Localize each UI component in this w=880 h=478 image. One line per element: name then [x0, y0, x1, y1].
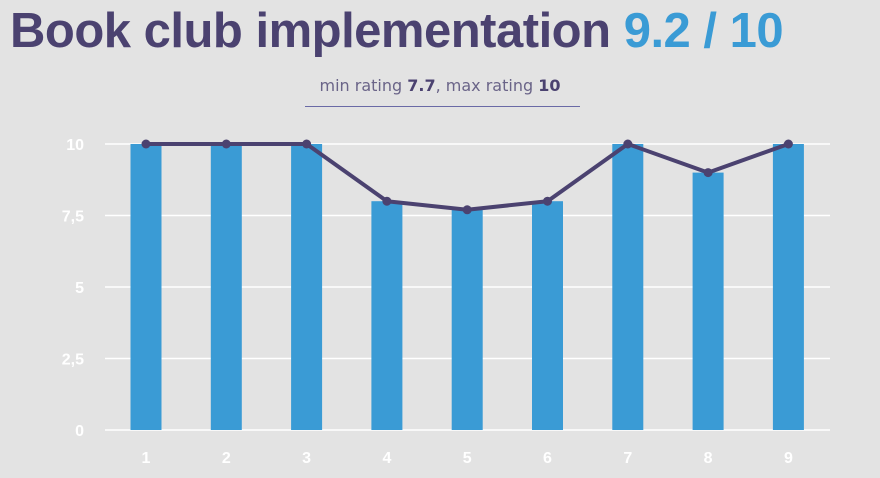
- x-tick-label: 8: [704, 450, 713, 467]
- bar: [451, 209, 483, 430]
- bar: [371, 201, 403, 430]
- overall-score: 9.2 / 10: [623, 4, 784, 58]
- y-tick-label: 10: [66, 137, 84, 154]
- bar: [210, 144, 242, 430]
- line-point: [703, 168, 713, 178]
- line-point: [783, 139, 793, 149]
- x-tick-label: 3: [302, 450, 311, 467]
- bar: [612, 144, 644, 430]
- max-rating-value: 10: [538, 76, 561, 95]
- bar: [130, 144, 162, 430]
- bar: [692, 172, 724, 430]
- rating-line: [146, 142, 790, 212]
- min-rating-label: min rating: [319, 76, 403, 95]
- rating-summary: min rating 7.7, max rating 10: [0, 76, 880, 95]
- bar: [772, 144, 804, 430]
- x-tick-label: 4: [382, 450, 391, 467]
- x-tick-label: 1: [142, 450, 151, 467]
- title-text: Book club implementation: [10, 4, 611, 58]
- summary-separator: ,: [435, 76, 441, 95]
- bar: [532, 201, 563, 430]
- line-point: [141, 139, 151, 149]
- x-tick-label: 2: [222, 450, 231, 467]
- y-tick-label: 7,5: [62, 209, 84, 226]
- line-point: [382, 196, 392, 206]
- y-tick-label: 0: [75, 423, 84, 440]
- max-rating-label: max rating: [445, 76, 534, 95]
- min-rating-value: 7.7: [407, 76, 436, 95]
- bar: [291, 144, 323, 430]
- chart-title: Book club implementation 9.2 / 10: [10, 0, 784, 62]
- line-point: [221, 139, 231, 149]
- x-tick-label: 6: [543, 450, 552, 467]
- x-tick-label: 9: [784, 450, 793, 467]
- y-tick-label: 5: [75, 280, 84, 297]
- x-tick-label: 7: [623, 450, 632, 467]
- line-point: [302, 139, 312, 149]
- y-tick-label: 2,5: [62, 352, 84, 369]
- line-point: [543, 196, 552, 206]
- line-point: [623, 139, 633, 149]
- subtitle-underline: [305, 106, 580, 107]
- x-tick-label: 5: [463, 450, 472, 467]
- line-point: [462, 205, 472, 215]
